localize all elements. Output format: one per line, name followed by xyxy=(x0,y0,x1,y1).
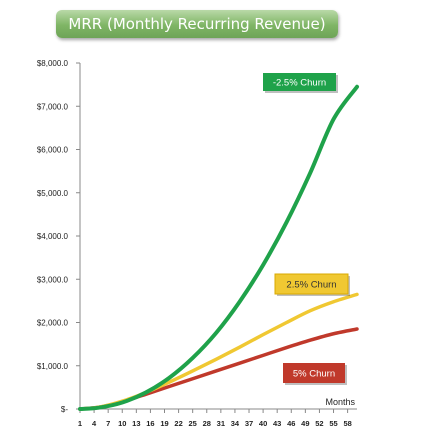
series-label-text: 2.5% Churn xyxy=(286,280,336,291)
x-tick-label: 40 xyxy=(259,419,267,428)
y-tick-label: $- xyxy=(61,405,68,414)
x-tick-label: 7 xyxy=(106,419,110,428)
x-tick-label: 43 xyxy=(273,419,281,428)
series-label-1: 2.5% Churn xyxy=(274,273,350,296)
series-label-2: 5% Churn xyxy=(283,363,347,385)
x-tick-label: 28 xyxy=(203,419,211,428)
series-label-box xyxy=(263,73,336,91)
series-label-text: 5% Churn xyxy=(293,369,335,380)
y-tick-label: $6,000.0 xyxy=(37,146,69,155)
x-tick-label: 52 xyxy=(315,419,323,428)
y-tick-label: $1,000.0 xyxy=(37,362,69,371)
series-label-0: -2.5% Churn xyxy=(263,73,338,93)
series-labels: -2.5% Churn 2.5% Churn 5% Churn xyxy=(263,73,350,385)
x-axis: 1 4 7 10 13 16 19 22 25 28 31 34 37 40 43 46 49 52 55 58 xyxy=(78,408,357,428)
x-tick-label: 37 xyxy=(245,419,253,428)
x-tick-label: 25 xyxy=(189,419,197,428)
y-tick-label: $5,000.0 xyxy=(37,189,69,198)
x-tick-label: 31 xyxy=(217,419,225,428)
y-tick-label: $3,000.0 xyxy=(37,275,69,284)
series-lines xyxy=(78,84,359,411)
y-axis: $- $1,000.0 $2,000.0 $3,000.0 $4,000.0 $5,000… xyxy=(37,59,81,414)
y-tick-label: $4,000.0 xyxy=(37,232,69,241)
y-tick-label: $7,000.0 xyxy=(37,102,69,111)
y-tick-label: $2,000.0 xyxy=(37,319,69,328)
x-tick-label: 58 xyxy=(343,419,351,428)
x-tick-label: 49 xyxy=(301,419,309,428)
y-tick-label: $8,000.0 xyxy=(37,59,69,68)
x-tick-label: 1 xyxy=(78,419,82,428)
series-label-text: -2.5% Churn xyxy=(273,78,326,89)
series-line-1 xyxy=(78,292,359,411)
series-label-box xyxy=(274,273,349,295)
x-tick-label: 13 xyxy=(132,419,140,428)
x-tick-label: 46 xyxy=(287,419,295,428)
series-line-0 xyxy=(78,84,359,411)
x-tick-label: 22 xyxy=(174,419,182,428)
x-tick-label: 16 xyxy=(146,419,154,428)
x-tick-label: 19 xyxy=(160,419,168,428)
x-tick-label: 10 xyxy=(118,419,126,428)
x-tick-label: 34 xyxy=(231,419,240,428)
x-tick-label: 55 xyxy=(329,419,337,428)
series-label-box xyxy=(283,363,345,383)
chart-title: MRR (Monthly Recurring Revenue) xyxy=(56,10,338,38)
x-tick-label: 4 xyxy=(92,419,97,428)
x-axis-label: Months xyxy=(325,397,355,407)
